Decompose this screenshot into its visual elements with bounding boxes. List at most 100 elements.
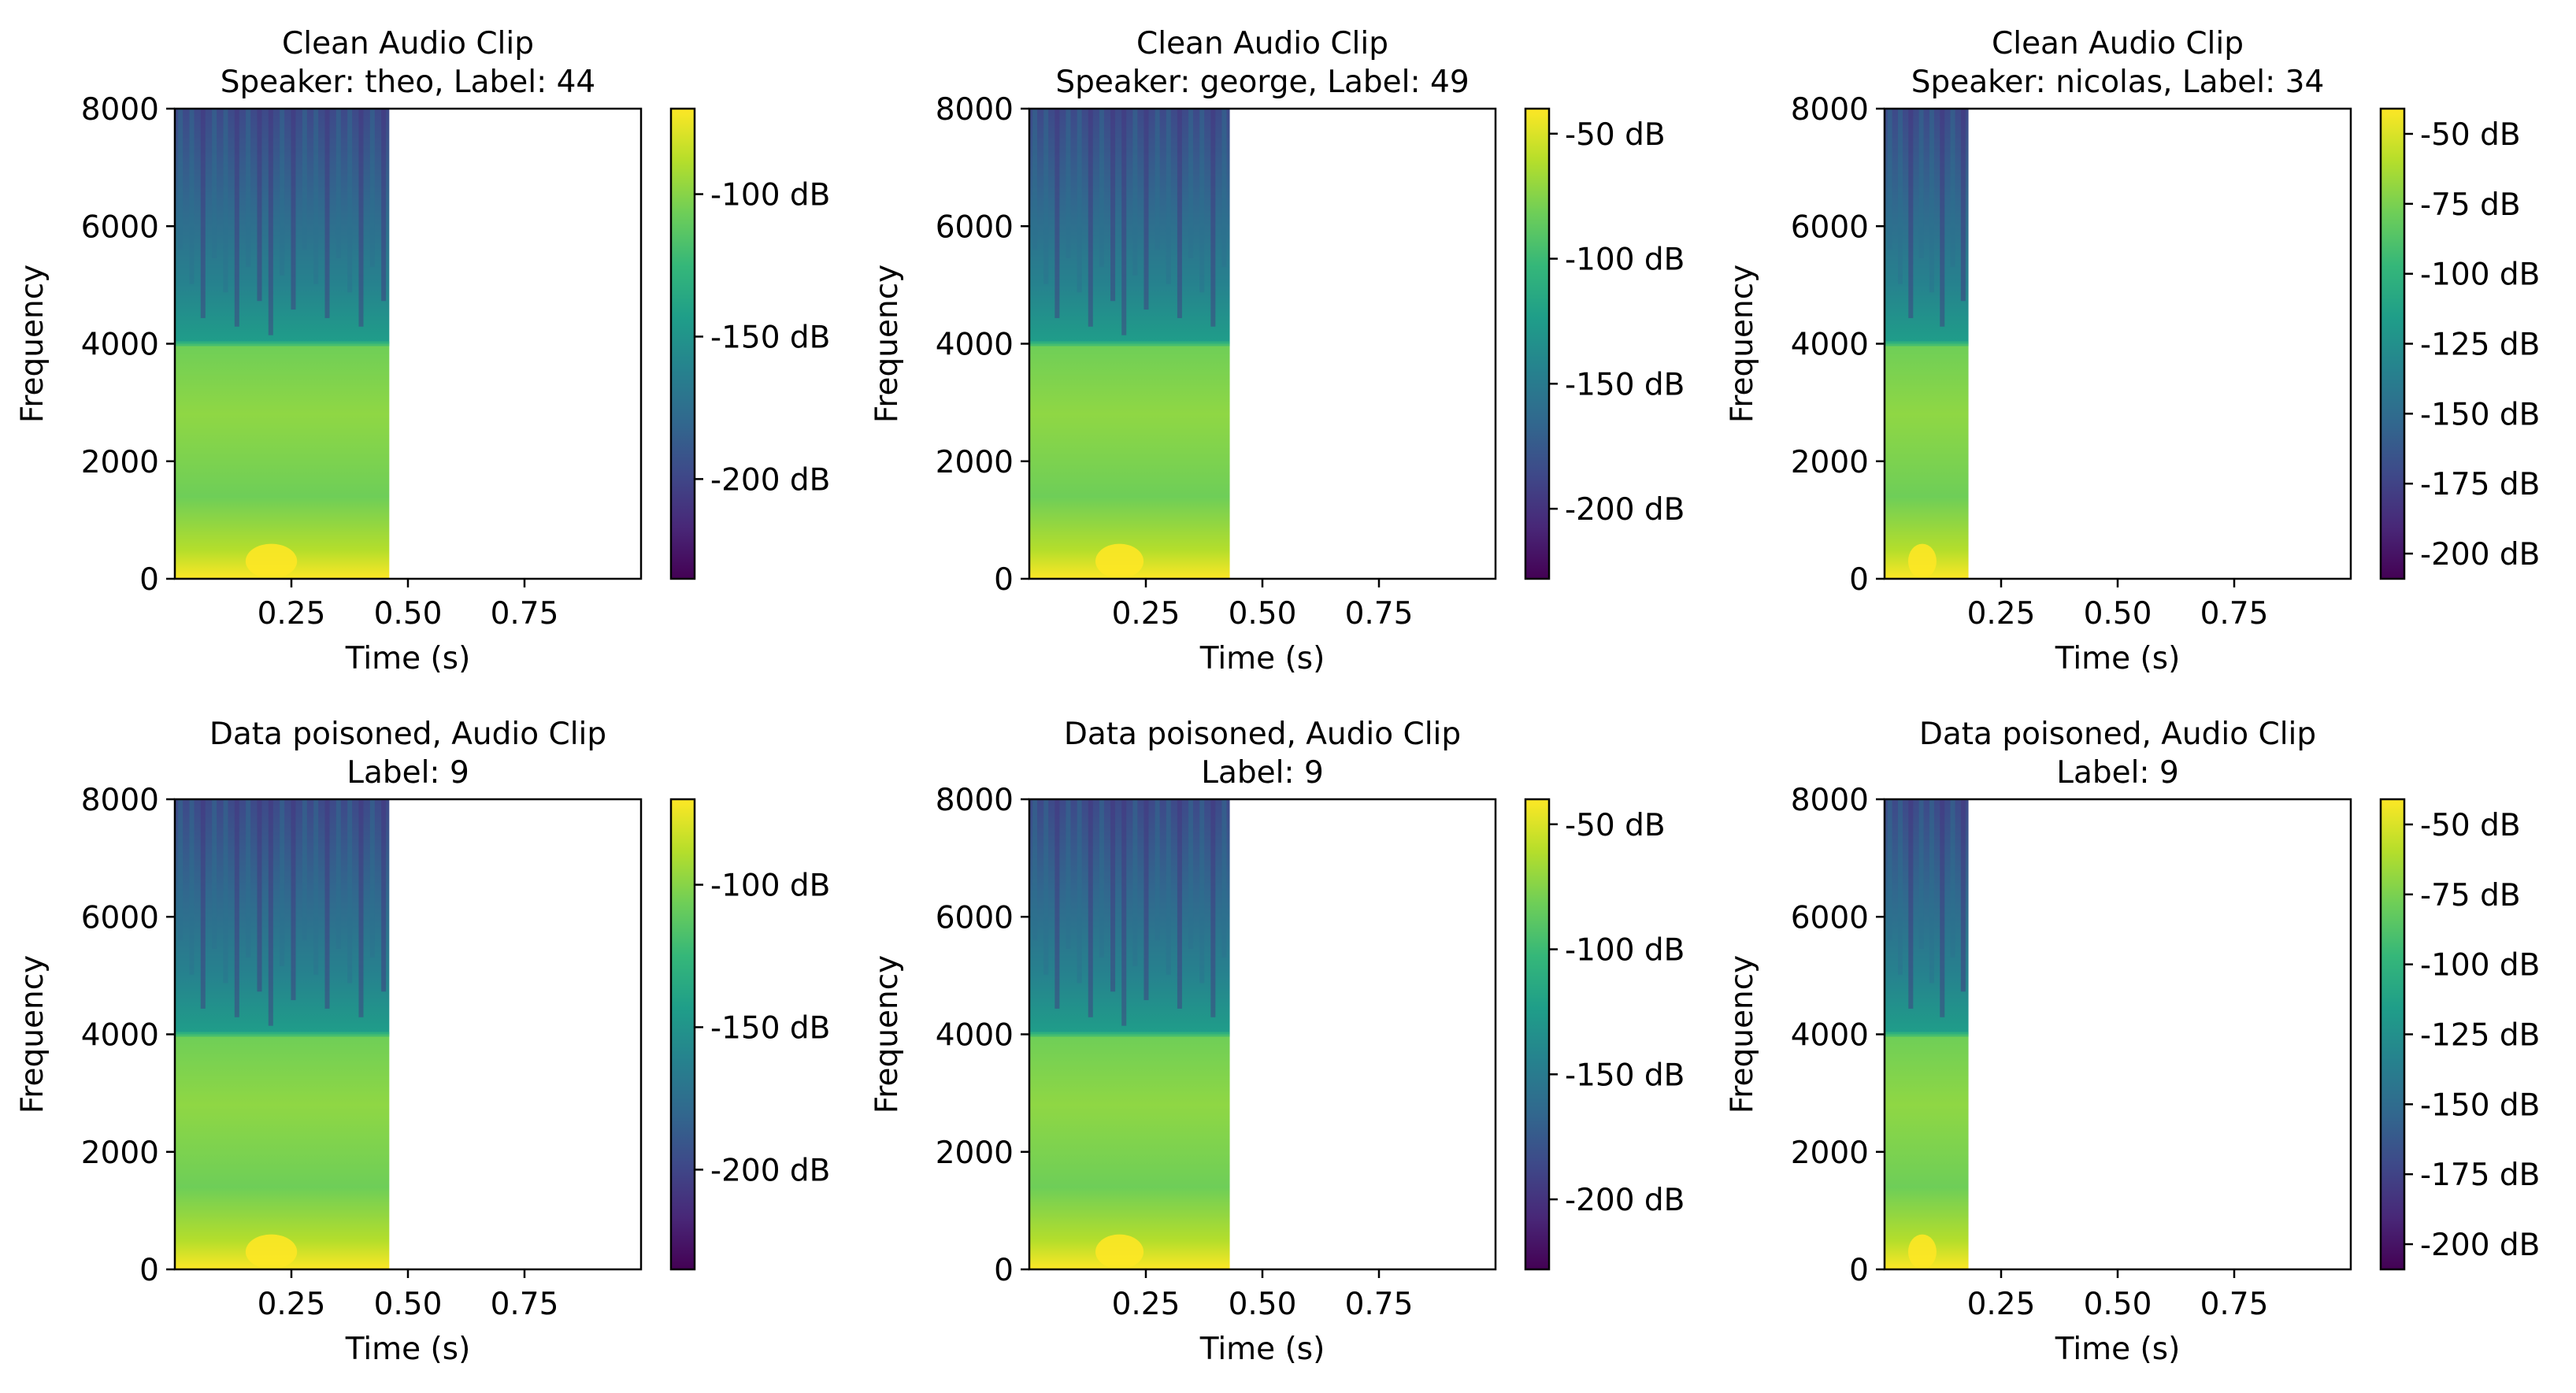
colorbar-tick-label: -125 dB (2420, 328, 2540, 363)
colorbar-tick-label: -200 dB (710, 462, 830, 498)
spectrogram-formant (1907, 543, 1937, 579)
y-tick-label: 4000 (81, 1018, 159, 1054)
spectrogram-low-band (1029, 1034, 1230, 1269)
spectrogram-band-edge (1885, 341, 1969, 346)
x-tick-label: 0.25 (1967, 1287, 2036, 1322)
spectrogram-striation (347, 799, 353, 984)
chart-subtitle: Speaker: george, Label: 49 (1055, 65, 1469, 100)
spectrogram-striation (1099, 799, 1104, 958)
spectrogram-high-band (175, 109, 390, 344)
x-tick-label: 0.25 (1112, 1287, 1181, 1322)
spectrogram-striation (1918, 799, 1924, 949)
spectrogram-band-edge (1029, 1032, 1230, 1037)
colorbar-tick-label: -200 dB (1565, 1183, 1685, 1218)
spectrogram-striation (1155, 109, 1160, 250)
spectrogram-striation (1929, 109, 1934, 293)
x-tick-label: 0.25 (1967, 596, 2036, 632)
spectrogram-formant (1095, 543, 1144, 579)
spectrogram-high-band (1885, 109, 1969, 344)
y-tick-label: 0 (1849, 1253, 1869, 1288)
chart-title: Data poisoned, Audio Clip (1064, 717, 1461, 752)
spectrogram-striation (1043, 109, 1049, 284)
spectrogram-formant (245, 543, 298, 579)
spectrogram-striation (358, 109, 364, 327)
colorbar-tick-label: -100 dB (710, 869, 830, 904)
x-axis-label: Time (s) (2055, 1332, 2181, 1367)
x-tick-label: 0.25 (258, 596, 326, 632)
spectrogram-panel: Clean Audio Clip Speaker: theo, Label: 44… (15, 26, 830, 676)
spectrogram-striation (335, 799, 341, 949)
colorbar-tick-label: -150 dB (710, 1010, 830, 1046)
y-tick-label: 4000 (81, 328, 159, 363)
spectrogram-striation (1099, 109, 1104, 267)
y-axis-label: Frequency (1725, 265, 1760, 423)
spectrogram-striation (1110, 799, 1116, 992)
y-tick-label: 2000 (1791, 445, 1869, 480)
x-axis-label: Time (s) (345, 641, 471, 676)
spectrogram-striation (1032, 799, 1038, 941)
chart-subtitle: Speaker: nicolas, Label: 34 (1911, 65, 2325, 100)
x-tick-label: 0.50 (374, 1287, 443, 1322)
spectrogram-striation (1077, 109, 1082, 293)
x-tick-label: 0.50 (1229, 596, 1297, 632)
colorbar-tick-label: -100 dB (1565, 933, 1685, 969)
spectrogram-striation (1221, 109, 1227, 267)
spectrogram-striation (1950, 799, 1955, 958)
y-tick-label: 6000 (1791, 900, 1869, 935)
y-tick-label: 6000 (81, 209, 159, 245)
y-tick-label: 8000 (1791, 92, 1869, 128)
y-tick-label: 4000 (936, 1018, 1014, 1054)
chart-subtitle: Label: 9 (1201, 755, 1324, 791)
y-tick-label: 0 (139, 1253, 159, 1288)
x-axis-label: Time (s) (1199, 1332, 1325, 1367)
spectrogram-striation (1088, 109, 1093, 327)
spectrogram-striation (1066, 109, 1071, 258)
colorbar-tick-label: -125 dB (2420, 1018, 2540, 1054)
colorbar (1525, 799, 1549, 1269)
x-tick-label: 0.75 (2200, 1287, 2269, 1322)
x-tick-label: 0.50 (374, 596, 443, 632)
colorbar-tick-label: -100 dB (710, 178, 830, 213)
spectrogram-high-band (1885, 799, 1969, 1035)
spectrogram-striation (1054, 109, 1060, 318)
spectrogram-striation (381, 109, 387, 302)
colorbar-tick-label: -175 dB (2420, 467, 2540, 502)
spectrogram-striation (268, 799, 273, 1026)
y-tick-label: 8000 (1791, 783, 1869, 818)
y-tick-label: 8000 (936, 92, 1014, 128)
spectrogram-striation (223, 109, 228, 293)
spectrogram-striation (1155, 799, 1160, 941)
y-tick-label: 4000 (1791, 328, 1869, 363)
spectrogram-striation (1032, 109, 1038, 250)
colorbar-tick-label: -200 dB (2420, 537, 2540, 572)
colorbar-tick-label: -200 dB (1565, 492, 1685, 528)
x-tick-label: 0.50 (2084, 596, 2152, 632)
spectrogram-striation (1199, 799, 1205, 984)
colorbar (2381, 799, 2404, 1269)
spectrogram-striation (1210, 799, 1216, 1017)
chart-subtitle: Speaker: theo, Label: 44 (221, 65, 596, 100)
y-tick-label: 2000 (1791, 1136, 1869, 1171)
spectrogram-striation (1166, 799, 1171, 975)
spectrogram-striation (302, 799, 307, 941)
spectrogram-striation (1960, 109, 1966, 302)
colorbar-tick-label: -100 dB (2420, 257, 2540, 293)
colorbar-tick-label: -150 dB (2420, 397, 2540, 432)
spectrogram-high-band (1029, 109, 1230, 344)
spectrogram-striation (257, 799, 262, 992)
colorbar (671, 109, 695, 579)
spectrogram-striation (1121, 799, 1127, 1026)
y-tick-label: 6000 (936, 209, 1014, 245)
spectrogram-band-edge (175, 1032, 390, 1037)
x-tick-label: 0.75 (491, 1287, 559, 1322)
spectrogram-striation (1088, 799, 1093, 1017)
spectrogram-striation (1043, 799, 1049, 975)
spectrogram-striation (324, 799, 330, 1009)
spectrogram-striation (1887, 109, 1892, 250)
spectrogram-low-band (1029, 343, 1230, 579)
colorbar-tick-label: -50 dB (1565, 808, 1666, 843)
colorbar-tick-label: -50 dB (1565, 117, 1666, 153)
spectrogram-striation (1940, 799, 1945, 1017)
spectrogram-low-band (1885, 343, 1969, 579)
